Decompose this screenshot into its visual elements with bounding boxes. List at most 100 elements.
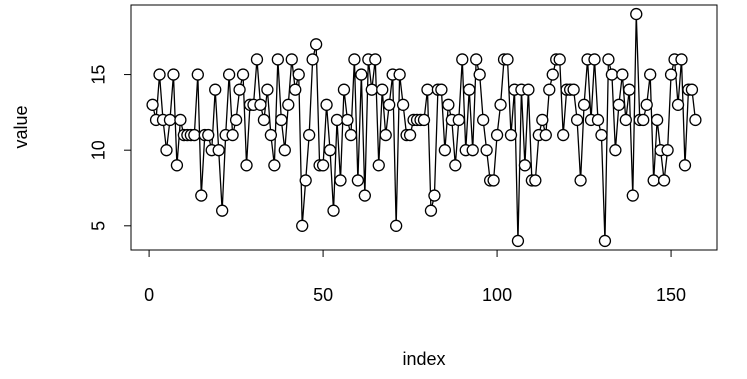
data-point — [240, 159, 253, 172]
data-point — [337, 83, 351, 96]
data-point — [494, 98, 507, 111]
data-point — [501, 53, 514, 66]
data-point — [390, 219, 403, 232]
data-point — [678, 159, 692, 172]
data-point — [292, 68, 305, 81]
x-tick-label: 50 — [313, 285, 333, 305]
data-point — [647, 174, 660, 187]
data-point — [296, 219, 309, 232]
data-point — [473, 68, 486, 81]
data-point — [174, 113, 187, 127]
data-point — [222, 68, 236, 81]
data-point — [320, 98, 333, 111]
data-point — [229, 113, 243, 127]
data-point — [376, 83, 389, 96]
data-point — [529, 174, 542, 187]
data-point — [160, 144, 173, 157]
y-tick-label: 5 — [89, 221, 109, 231]
data-point — [268, 159, 281, 172]
data-point — [167, 68, 180, 81]
data-point — [358, 189, 371, 202]
data-point — [188, 128, 201, 142]
data-point — [212, 144, 225, 157]
data-point — [470, 53, 483, 66]
data-point — [195, 189, 208, 202]
data-point — [170, 159, 184, 172]
data-point — [595, 128, 608, 142]
data-point — [323, 144, 337, 157]
data-point — [282, 98, 295, 111]
data-point — [504, 128, 518, 142]
data-point — [153, 68, 166, 81]
y-tick-label: 15 — [89, 65, 109, 85]
data-point — [209, 83, 222, 96]
data-point — [466, 144, 479, 157]
data-point — [619, 113, 632, 127]
data-point — [605, 68, 619, 81]
data-point — [355, 68, 368, 81]
data-point — [428, 189, 441, 202]
data-point — [316, 159, 330, 172]
y-tick-label: 10 — [89, 140, 109, 160]
data-point — [309, 38, 323, 51]
data-point — [557, 128, 570, 142]
data-point — [369, 53, 382, 66]
data-point — [202, 128, 215, 142]
data-point — [567, 83, 580, 96]
data-point — [657, 174, 671, 187]
data-point — [449, 159, 462, 172]
data-point — [417, 113, 431, 127]
data-point — [675, 53, 688, 66]
data-point — [403, 128, 417, 142]
data-point — [285, 53, 298, 66]
data-point — [438, 144, 452, 157]
data-point — [553, 53, 566, 66]
data-point — [344, 128, 358, 142]
data-point — [275, 113, 288, 127]
data-point — [664, 68, 678, 81]
data-point — [383, 98, 396, 111]
data-point — [689, 113, 702, 127]
data-point — [623, 83, 636, 96]
data-point — [250, 53, 264, 66]
data-point — [616, 68, 629, 81]
x-tick-label: 0 — [144, 285, 154, 305]
data-point — [351, 174, 365, 187]
data-point — [216, 204, 229, 217]
data-point — [490, 128, 504, 142]
x-tick-label: 150 — [656, 285, 686, 305]
data-point — [546, 68, 559, 81]
data-point — [379, 128, 392, 142]
data-point — [626, 189, 639, 202]
data-point — [233, 83, 246, 96]
data-point — [477, 113, 490, 127]
data-point — [421, 83, 434, 96]
data-point — [588, 53, 601, 66]
data-point — [236, 68, 250, 81]
data-point — [650, 113, 664, 127]
data-point — [372, 159, 385, 172]
data-point — [480, 144, 493, 157]
data-point — [330, 113, 344, 127]
data-point — [452, 113, 465, 127]
data-point — [511, 234, 525, 248]
data-point — [278, 144, 291, 157]
data-point — [396, 98, 410, 111]
data-point — [163, 113, 177, 127]
data-point — [543, 83, 556, 96]
data-point — [456, 53, 469, 66]
data-point — [365, 83, 378, 96]
data-point — [191, 68, 204, 81]
x-axis-label: index — [402, 349, 445, 369]
data-point — [257, 113, 271, 127]
data-point — [254, 98, 267, 111]
data-point — [463, 83, 476, 96]
data-point — [637, 113, 650, 127]
data-point — [264, 128, 278, 142]
data-point — [348, 53, 361, 66]
data-point — [609, 144, 622, 157]
data-point — [146, 98, 159, 111]
data-point — [612, 98, 626, 111]
data-point — [539, 128, 552, 142]
data-point — [671, 98, 685, 111]
